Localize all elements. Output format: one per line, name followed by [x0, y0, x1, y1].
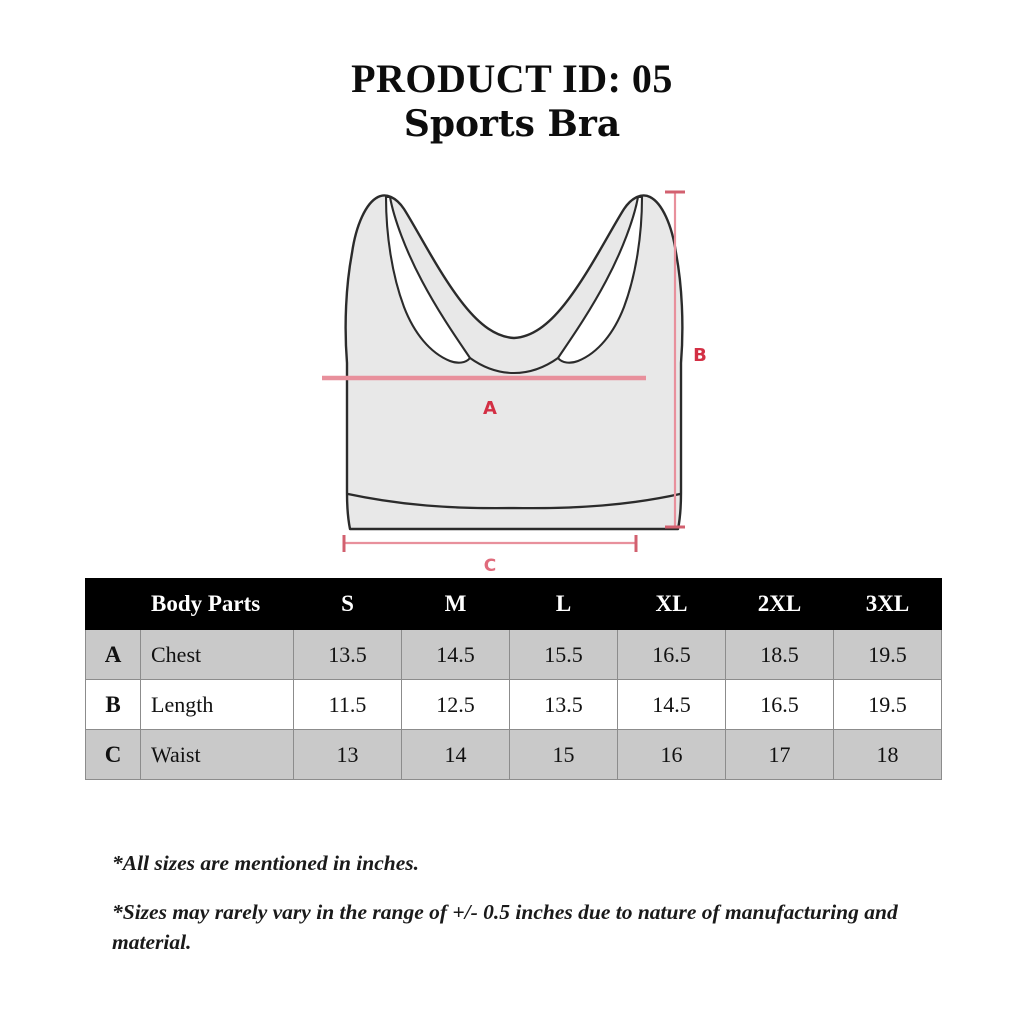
cell-c-xl: 16 [617, 729, 726, 780]
table-row: A Chest 13.5 14.5 15.5 16.5 18.5 19.5 [85, 629, 942, 680]
product-id-title: PRODUCT ID: 05 [351, 56, 673, 101]
sports-bra-shape [344, 194, 684, 531]
cell-c-2xl: 17 [725, 729, 834, 780]
measurement-label-length: B [693, 345, 707, 366]
cell-b-xl: 14.5 [617, 679, 726, 730]
cell-a-3xl: 19.5 [833, 629, 942, 680]
column-header-body-parts: Body Parts [140, 578, 294, 630]
cell-a-m: 14.5 [401, 629, 510, 680]
cell-b-s: 11.5 [293, 679, 402, 730]
table-row: B Length 11.5 12.5 13.5 14.5 16.5 19.5 [85, 679, 942, 730]
row-part-a: Chest [140, 629, 294, 680]
cell-a-s: 13.5 [293, 629, 402, 680]
row-part-c: Waist [140, 729, 294, 780]
row-part-b: Length [140, 679, 294, 730]
cell-b-m: 12.5 [401, 679, 510, 730]
cell-b-3xl: 19.5 [833, 679, 942, 730]
row-key-a: A [85, 629, 141, 680]
footnote-tolerance: *Sizes may rarely vary in the range of +… [112, 899, 898, 955]
measurement-label-chest: A [483, 398, 497, 419]
footnote-units: *All sizes are mentioned in inches. [112, 851, 420, 875]
table-row: C Waist 13 14 15 16 17 18 [85, 729, 942, 780]
cell-c-3xl: 18 [833, 729, 942, 780]
product-name-title: Sports Bra [403, 103, 621, 145]
cell-c-m: 14 [401, 729, 510, 780]
column-header-xl: XL [617, 578, 726, 630]
cell-a-xl: 16.5 [617, 629, 726, 680]
row-key-c: C [85, 729, 141, 780]
garment-illustration: A B C [300, 175, 740, 575]
column-header-l: L [509, 578, 618, 630]
measurement-line-waist [342, 535, 638, 552]
column-header-key [85, 578, 141, 630]
measurement-line-length [665, 190, 685, 529]
cell-b-2xl: 16.5 [725, 679, 834, 730]
column-header-3xl: 3XL [833, 578, 942, 630]
measurement-label-waist: C [484, 556, 496, 575]
cell-b-l: 13.5 [509, 679, 618, 730]
cell-c-l: 15 [509, 729, 618, 780]
column-header-s: S [293, 578, 402, 630]
column-header-2xl: 2XL [725, 578, 834, 630]
cell-c-s: 13 [293, 729, 402, 780]
table-header-row: Body Parts S M L XL 2XL 3XL [85, 578, 942, 630]
size-chart-table: Body Parts S M L XL 2XL 3XL A Chest 13.5… [85, 578, 942, 780]
row-key-b: B [85, 679, 141, 730]
page-title: PRODUCT ID: 05 Sports Bra [0, 58, 1024, 145]
cell-a-l: 15.5 [509, 629, 618, 680]
column-header-m: M [401, 578, 510, 630]
footnotes: *All sizes are mentioned in inches. *Siz… [112, 848, 902, 958]
cell-a-2xl: 18.5 [725, 629, 834, 680]
